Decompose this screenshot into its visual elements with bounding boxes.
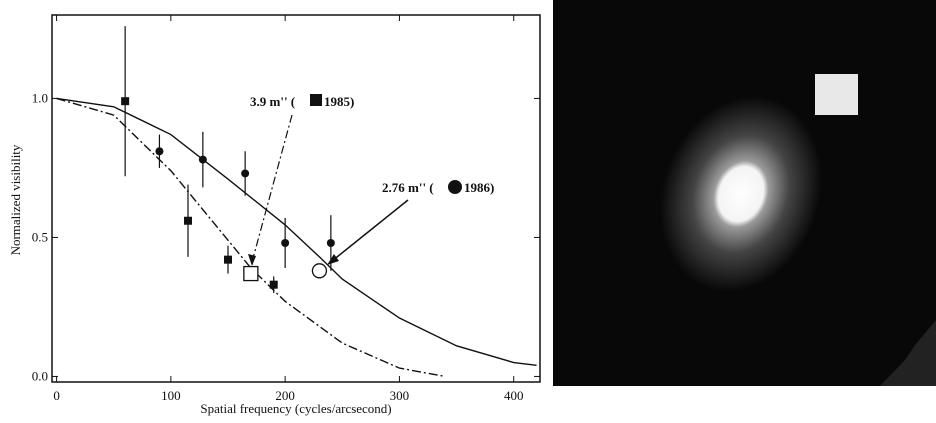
scale-square	[815, 74, 858, 115]
arrow	[332, 200, 408, 261]
x-tick-label: 400	[504, 388, 524, 403]
y-tick-label: 0.0	[32, 368, 48, 383]
data-point	[121, 97, 129, 105]
annotation-year: 1986)	[464, 180, 494, 195]
x-tick-label: 0	[53, 388, 60, 403]
data-point	[327, 239, 335, 247]
x-tick-label: 300	[390, 388, 410, 403]
annotation-marker	[448, 180, 462, 194]
data-point	[184, 217, 192, 225]
y-axis-label: Normalized visibility	[8, 144, 23, 255]
arrow-head	[327, 254, 339, 265]
data-point	[244, 267, 258, 281]
annotation-marker	[310, 94, 322, 106]
data-point	[224, 256, 232, 264]
arrow-head	[248, 254, 256, 266]
data-point	[241, 169, 249, 177]
data-point	[155, 147, 163, 155]
data-point	[312, 264, 326, 278]
annotation: 2.76 m'' (	[382, 180, 434, 195]
annotation: 3.9 m'' (	[250, 94, 295, 109]
x-tick-label: 100	[161, 388, 181, 403]
fit-curve	[57, 98, 446, 376]
data-point	[281, 239, 289, 247]
y-tick-label: 1.0	[32, 90, 48, 105]
y-tick-label: 0.5	[32, 229, 48, 244]
fit-curve	[57, 98, 537, 365]
x-axis-label: Spatial frequency (cycles/arcsecond)	[200, 401, 391, 416]
data-point	[270, 281, 278, 289]
figure: Spatial frequency (cycles/arcsecond) Nor…	[0, 0, 936, 423]
data-point	[199, 156, 207, 164]
x-tick-label: 200	[275, 388, 295, 403]
annotation-year: 1985)	[324, 94, 354, 109]
